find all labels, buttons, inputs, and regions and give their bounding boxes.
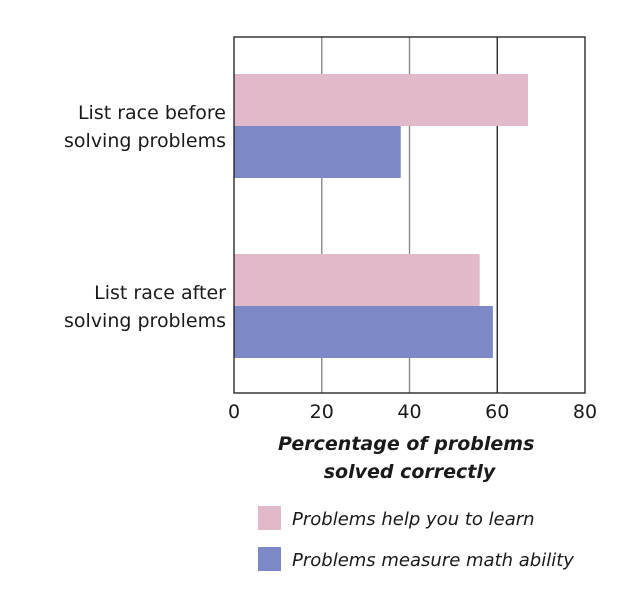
x-tick-label-20: 20 (310, 401, 334, 423)
legend-swatch (258, 506, 281, 530)
bar-after-help-learn (234, 254, 480, 306)
legend-label: Problems help you to learn (292, 509, 535, 530)
x-tick-label-40: 40 (397, 401, 421, 423)
x-axis-title: Percentage of problems solved correctly (278, 433, 541, 483)
legend-item-help-learn: Problems help you to learn (258, 506, 535, 530)
legend-label: Problems measure math ability (292, 550, 574, 571)
category-label-line: solving problems (64, 130, 226, 152)
legend-swatch (258, 547, 281, 571)
category-label-line: List race after (94, 282, 226, 304)
x-tick-label-0: 0 (228, 401, 240, 423)
legend-item-measure-ability: Problems measure math ability (258, 547, 574, 571)
plot-frame (233, 36, 586, 394)
x-tick-label-80: 80 (573, 401, 597, 423)
category-label-after: List race after solving problems (64, 282, 226, 332)
legend: Problems help you to learn Problems measu… (258, 506, 574, 571)
category-label-line: solving problems (64, 310, 226, 332)
bar-before-help-learn (234, 74, 528, 126)
x-axis-title-line-2: solved correctly (324, 461, 497, 483)
category-label-line: List race before (78, 102, 226, 124)
bar-after-measure-ability (234, 306, 493, 358)
x-tick-label-60: 60 (485, 401, 509, 423)
x-tick-labels: 0 20 40 60 80 (228, 401, 597, 423)
bar-before-measure-ability (234, 126, 401, 178)
bars (234, 74, 528, 358)
x-axis-title-line-1: Percentage of problems (278, 433, 534, 455)
category-label-before: List race before solving problems (64, 102, 226, 152)
